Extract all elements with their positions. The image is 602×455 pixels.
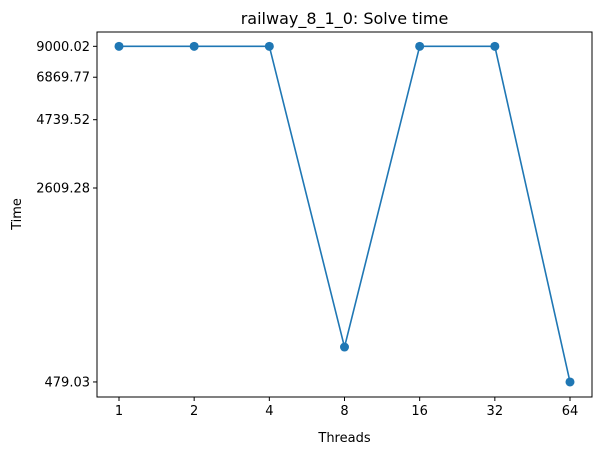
x-tick-label: 64	[562, 404, 579, 419]
data-point	[415, 41, 425, 51]
y-tick-label: 479.03	[45, 375, 91, 390]
data-point	[565, 377, 575, 387]
y-tick-label: 4739.52	[36, 113, 90, 128]
data-point	[264, 41, 274, 51]
x-tick-label: 8	[340, 404, 348, 419]
x-tick-label: 1	[115, 404, 123, 419]
data-point	[189, 41, 199, 51]
data-point	[340, 342, 349, 352]
x-tick-label: 32	[487, 404, 504, 419]
data-point	[114, 41, 124, 51]
y-axis-label: Time	[10, 198, 25, 231]
plot-frame	[96, 31, 593, 398]
y-tick-label: 9000.02	[36, 40, 90, 55]
y-tick-label: 6869.77	[36, 71, 90, 86]
chart-title: railway_8_1_0: Solve time	[241, 9, 449, 29]
x-tick-label: 16	[411, 404, 428, 419]
plot-area: 1 2 4 8 16 32 64 479.03 2609.28 4739.52 6869.77 900…	[36, 40, 578, 419]
data-point	[490, 41, 500, 51]
y-tick-label: 2609.28	[36, 181, 90, 196]
x-axis-label: Threads	[317, 431, 370, 446]
x-tick-label: 4	[265, 404, 273, 419]
x-tick-label: 2	[190, 404, 198, 419]
